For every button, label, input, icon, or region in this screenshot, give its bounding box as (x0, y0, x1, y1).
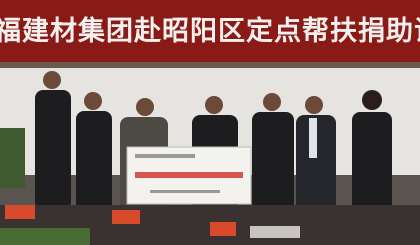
head (305, 96, 323, 114)
person (76, 111, 112, 221)
head (205, 96, 223, 114)
head (362, 90, 382, 110)
name-plate (5, 205, 35, 219)
banner-text: 福建材集团赴昭阳区定点帮扶捐助证 (0, 15, 420, 47)
shirt (309, 118, 317, 158)
plant (0, 128, 25, 188)
banner-edge (0, 62, 420, 68)
flowers (0, 228, 90, 245)
check-stripe (135, 172, 243, 178)
check-line (150, 190, 220, 193)
name-plate (210, 222, 236, 236)
head (84, 92, 102, 110)
papers (250, 226, 300, 238)
head (43, 71, 61, 89)
name-plate (112, 210, 140, 224)
photo: 福建材集团赴昭阳区定点帮扶捐助证 (0, 0, 420, 245)
person (35, 90, 71, 210)
head (136, 98, 154, 116)
check-line (135, 154, 195, 158)
head (263, 93, 281, 111)
page: {"banner": {"text": "福建材集团赴昭阳区定点帮扶捐助证"}}… (0, 0, 420, 245)
